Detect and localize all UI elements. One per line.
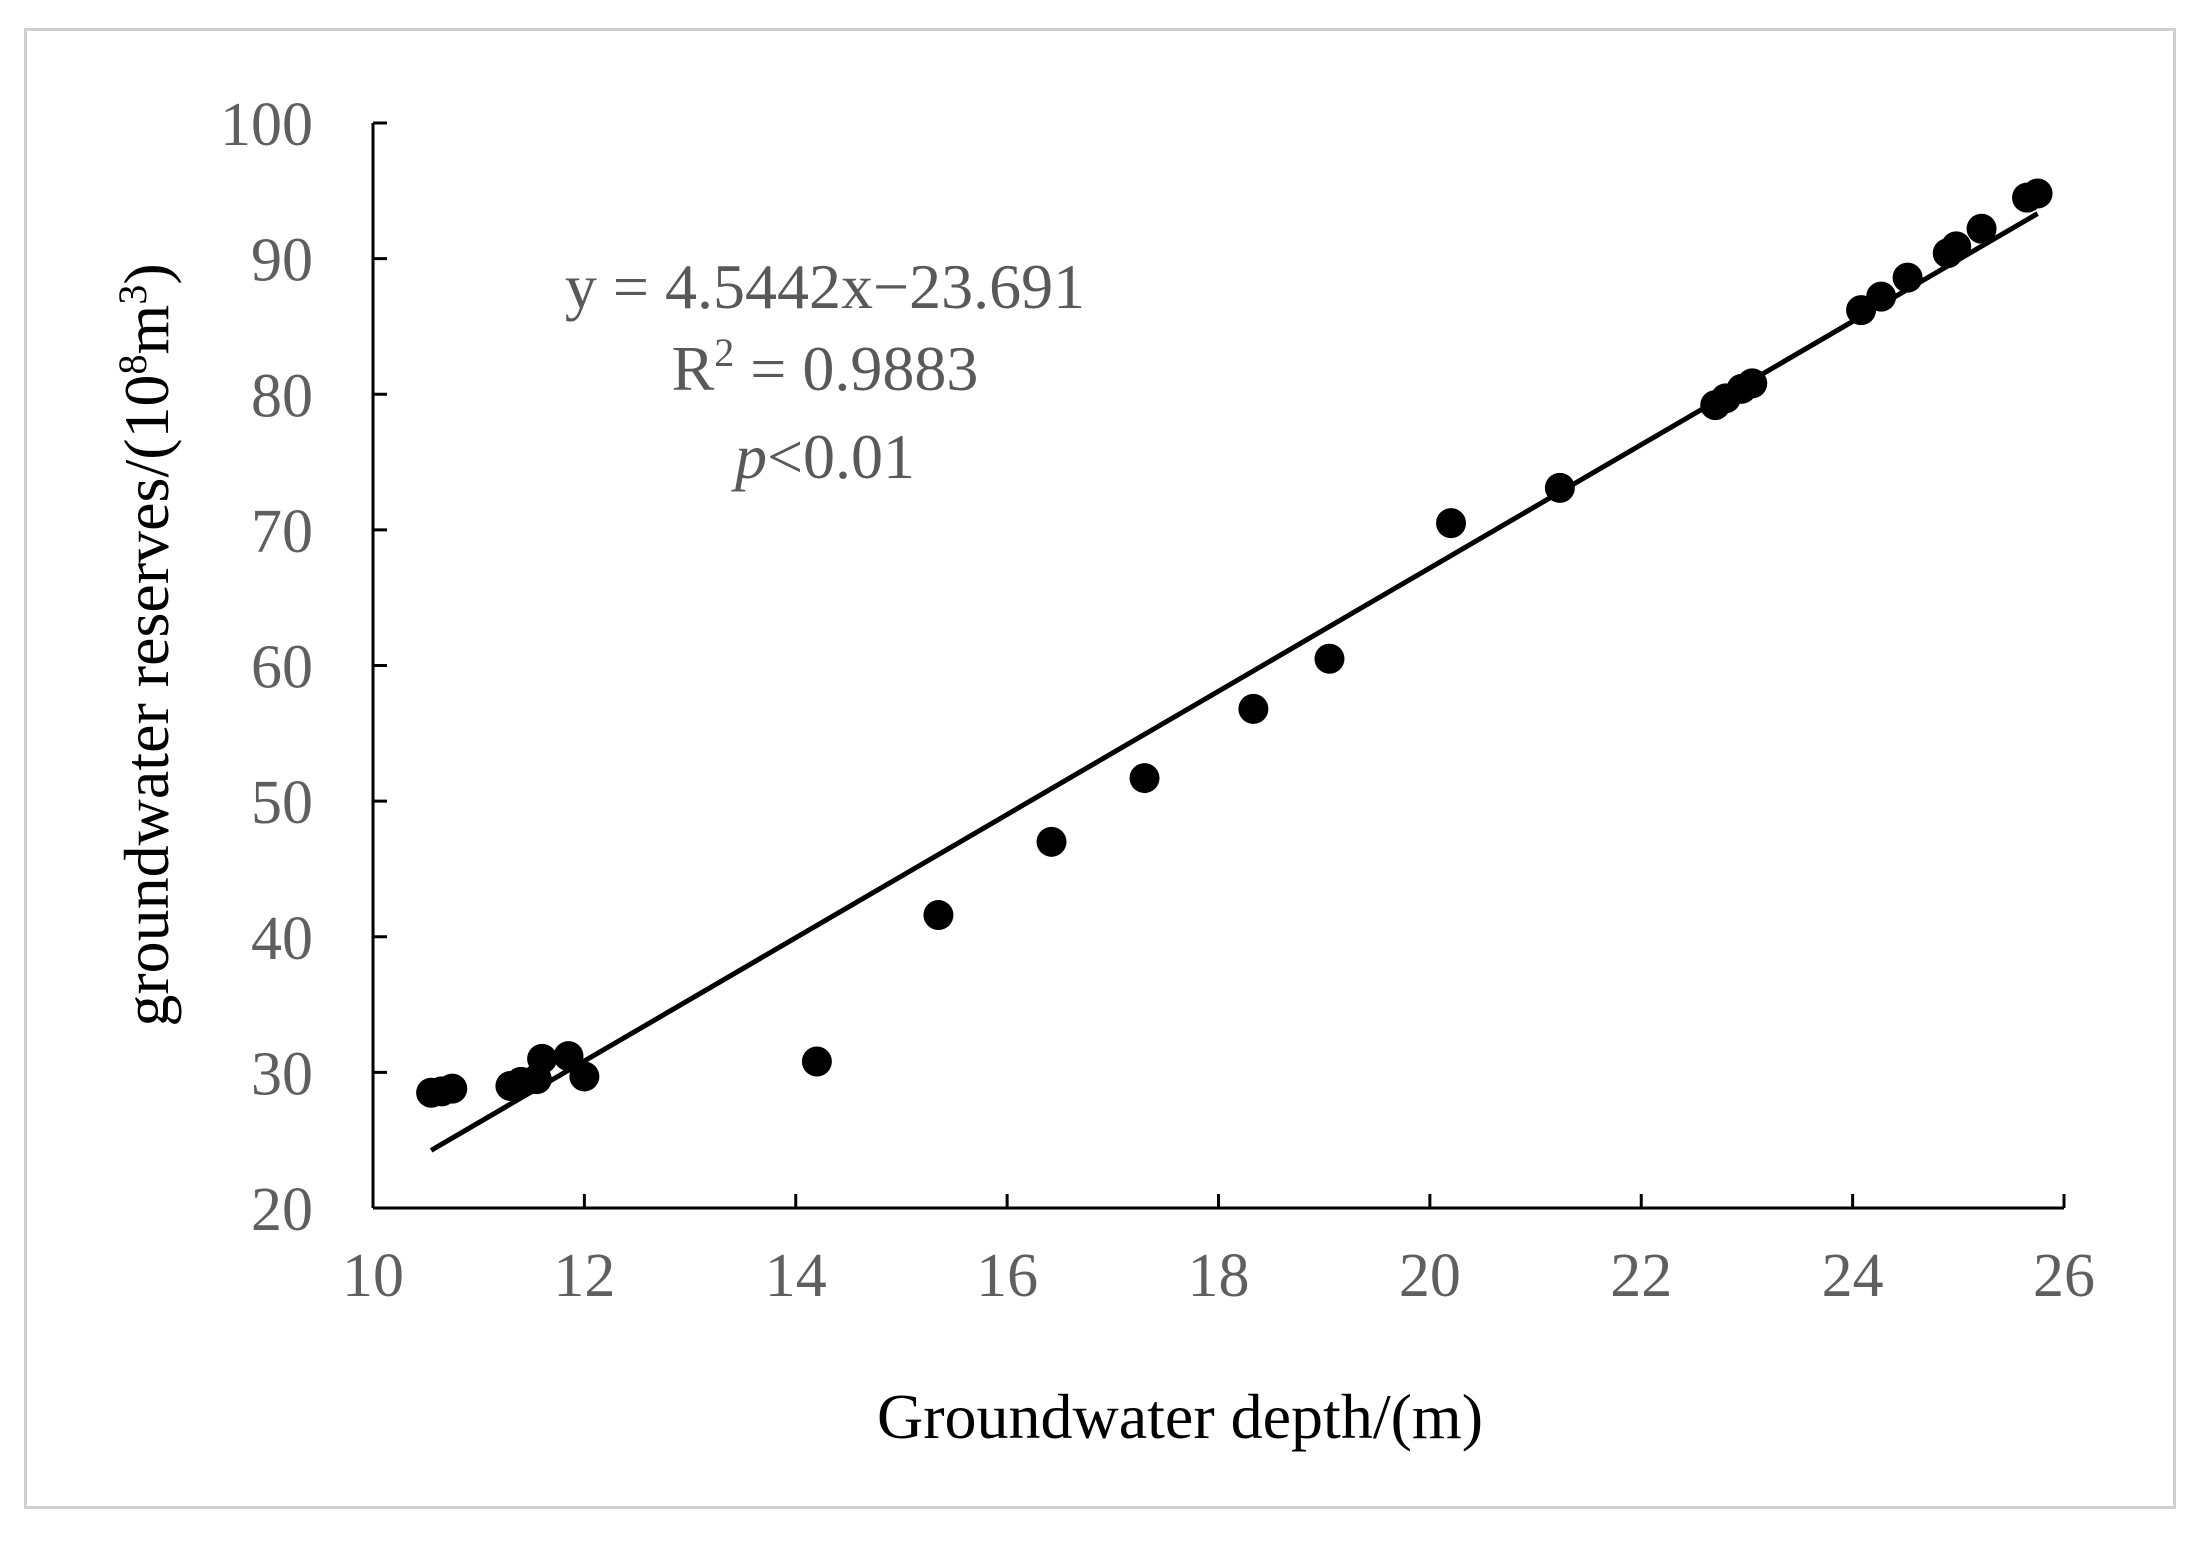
y-tick-label: 50: [251, 769, 313, 837]
y-axis-title-base: groundwater reserves/(10: [111, 374, 182, 1026]
r-squared-value: = 0.9883: [734, 333, 978, 404]
data-point: [527, 1043, 558, 1074]
p-value-symbol: p: [731, 421, 767, 492]
data-point: [1238, 693, 1269, 724]
data-point: [437, 1073, 468, 1104]
x-axis-ticks: 10 12 14 16 18 20 22 24 26: [342, 1194, 2095, 1310]
data-point: [1866, 281, 1897, 312]
data-point: [1737, 368, 1768, 399]
data-point: [553, 1041, 584, 1072]
trendline: [429, 211, 2039, 1153]
x-tick-label: 24: [1822, 1242, 1884, 1310]
y-tick-label: 20: [251, 1176, 313, 1244]
y-tick-label: 80: [251, 362, 313, 430]
data-point: [569, 1061, 600, 1092]
data-point: [1892, 262, 1923, 293]
x-tick-label: 20: [1399, 1242, 1461, 1310]
x-tick-label: 18: [1188, 1242, 1250, 1310]
y-axis-title-mid: m: [111, 305, 182, 355]
trendline-group: [429, 211, 2039, 1153]
y-axis-title-sup1: 8: [110, 354, 155, 374]
x-tick-label: 12: [553, 1242, 615, 1310]
data-point: [2022, 178, 2053, 209]
figure-frame: [24, 28, 2176, 1509]
regression-equation: y = 4.5442x−23.691: [565, 251, 1085, 322]
y-axis-ticks: 20 30 40 50 60 70 80 90 100: [220, 91, 387, 1244]
y-tick-label: 30: [251, 1040, 313, 1108]
y-tick-label: 70: [251, 498, 313, 566]
y-tick-label: 40: [251, 905, 313, 973]
r-squared-superscript: 2: [714, 330, 734, 375]
data-point: [1436, 508, 1467, 539]
y-axis-title-end: ): [111, 263, 182, 284]
x-tick-label: 16: [976, 1242, 1038, 1310]
data-point: [1129, 763, 1160, 794]
data-point: [801, 1046, 832, 1077]
p-value-label: p<0.01: [731, 421, 915, 492]
data-point: [923, 900, 954, 931]
y-tick-label: 90: [251, 227, 313, 295]
x-tick-label: 10: [342, 1242, 404, 1310]
data-point: [1036, 826, 1067, 857]
data-point: [1941, 231, 1972, 262]
p-value-text: <0.01: [767, 421, 915, 492]
data-point: [1314, 643, 1345, 674]
data-point: [1966, 213, 1997, 244]
y-tick-label: 100: [220, 91, 313, 159]
x-axis-title: Groundwater depth/(m): [877, 1381, 1483, 1452]
data-point: [1544, 472, 1575, 503]
r-squared-label: R2 = 0.9883: [672, 330, 979, 404]
data-points: [416, 178, 2053, 1108]
r-squared-prefix: R: [672, 333, 715, 404]
x-tick-label: 14: [765, 1242, 827, 1310]
y-axis-title-sup2: 3: [110, 285, 155, 305]
y-tick-label: 60: [251, 634, 313, 702]
x-tick-label: 22: [1610, 1242, 1672, 1310]
x-tick-label: 26: [2033, 1242, 2095, 1310]
y-axis-title: groundwater reserves/(108m3): [110, 263, 182, 1026]
